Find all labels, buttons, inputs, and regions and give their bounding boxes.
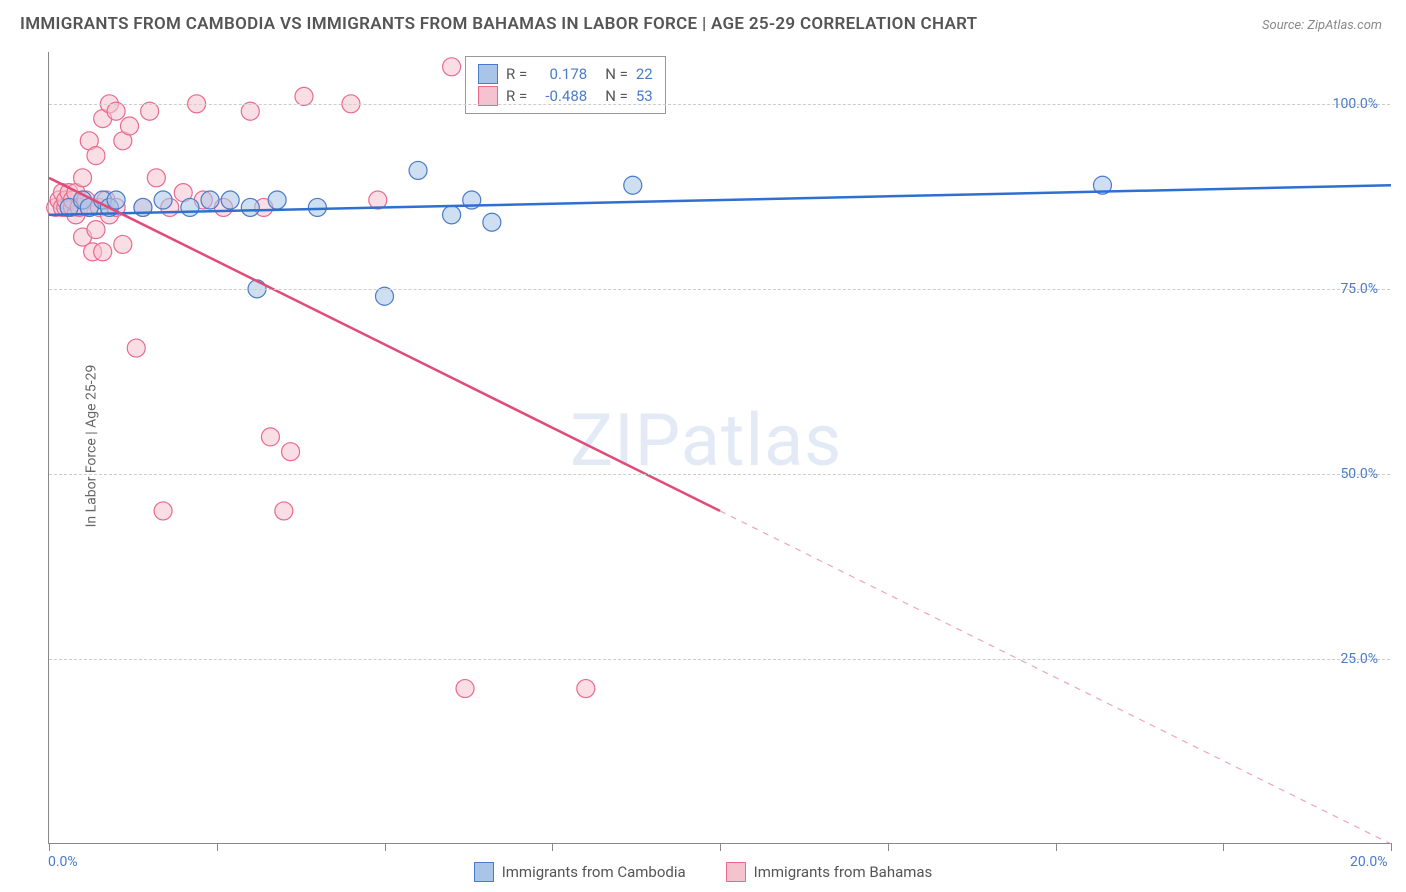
x-tick: [49, 843, 50, 851]
x-tick: [888, 843, 889, 851]
x-tick-label: 0.0%: [48, 854, 78, 870]
x-tick: [217, 843, 218, 851]
r-label: R =: [506, 65, 527, 83]
legend-label: Immigrants from Cambodia: [502, 863, 686, 881]
scatter-point: [295, 87, 313, 105]
n-label: N =: [605, 65, 628, 83]
regression-line-dashed: [720, 511, 1391, 844]
y-tick-label: 100.0%: [1333, 96, 1378, 112]
scatter-point: [624, 176, 642, 194]
scatter-point: [94, 243, 112, 261]
scatter-point: [275, 502, 293, 520]
scatter-point: [121, 117, 139, 135]
x-tick: [385, 843, 386, 851]
chart-title: IMMIGRANTS FROM CAMBODIA VS IMMIGRANTS F…: [20, 14, 977, 34]
regression-line: [49, 178, 720, 511]
scatter-plot-svg: [49, 52, 1390, 843]
scatter-point: [221, 191, 239, 209]
y-tick-label: 50.0%: [1340, 466, 1378, 482]
y-tick-label: 75.0%: [1340, 281, 1378, 297]
gridline-horizontal: [49, 474, 1390, 475]
r-label: R =: [506, 87, 527, 105]
n-value: 22: [636, 65, 653, 83]
scatter-point: [114, 235, 132, 253]
scatter-point: [483, 213, 501, 231]
scatter-point: [154, 191, 172, 209]
gridline-horizontal: [49, 659, 1390, 660]
x-tick-label: 20.0%: [1350, 854, 1388, 870]
scatter-point: [456, 680, 474, 698]
x-tick: [1056, 843, 1057, 851]
legend-swatch: [726, 862, 746, 882]
gridline-horizontal: [49, 289, 1390, 290]
bottom-legend: Immigrants from Cambodia Immigrants from …: [0, 862, 1406, 882]
scatter-point: [87, 221, 105, 239]
correlation-stats-box: R = 0.178 N = 22 R = -0.488 N = 53: [465, 56, 666, 114]
scatter-point: [147, 169, 165, 187]
scatter-point: [74, 169, 92, 187]
scatter-point: [141, 102, 159, 120]
scatter-point: [107, 191, 125, 209]
n-label: N =: [605, 87, 628, 105]
scatter-point: [201, 191, 219, 209]
y-tick-label: 25.0%: [1340, 651, 1378, 667]
scatter-point: [181, 198, 199, 216]
scatter-point: [443, 58, 461, 76]
legend-swatch: [478, 64, 498, 84]
scatter-point: [268, 191, 286, 209]
plot-area: ZIPatlas R =0.178N =22R =-0.488N =53 25.…: [48, 52, 1390, 844]
scatter-point: [409, 161, 427, 179]
n-value: 53: [636, 87, 653, 105]
legend-item: Immigrants from Bahamas: [726, 862, 933, 882]
scatter-point: [577, 680, 595, 698]
scatter-point: [443, 206, 461, 224]
gridline-horizontal: [49, 104, 1390, 105]
x-tick: [1391, 843, 1392, 851]
scatter-point: [282, 443, 300, 461]
legend-item: Immigrants from Cambodia: [474, 862, 686, 882]
scatter-point: [154, 502, 172, 520]
scatter-point: [127, 339, 145, 357]
x-tick: [1223, 843, 1224, 851]
x-tick: [720, 843, 721, 851]
legend-swatch: [474, 862, 494, 882]
scatter-point: [261, 428, 279, 446]
scatter-point: [241, 198, 259, 216]
source-attribution: Source: ZipAtlas.com: [1262, 18, 1382, 33]
scatter-point: [376, 287, 394, 305]
stat-row: R = 0.178 N = 22: [478, 63, 653, 85]
scatter-point: [87, 147, 105, 165]
x-tick: [552, 843, 553, 851]
scatter-point: [308, 198, 326, 216]
scatter-point: [241, 102, 259, 120]
r-value: -0.488: [535, 87, 587, 105]
legend-label: Immigrants from Bahamas: [754, 863, 933, 881]
r-value: 0.178: [535, 65, 587, 83]
scatter-point: [107, 102, 125, 120]
